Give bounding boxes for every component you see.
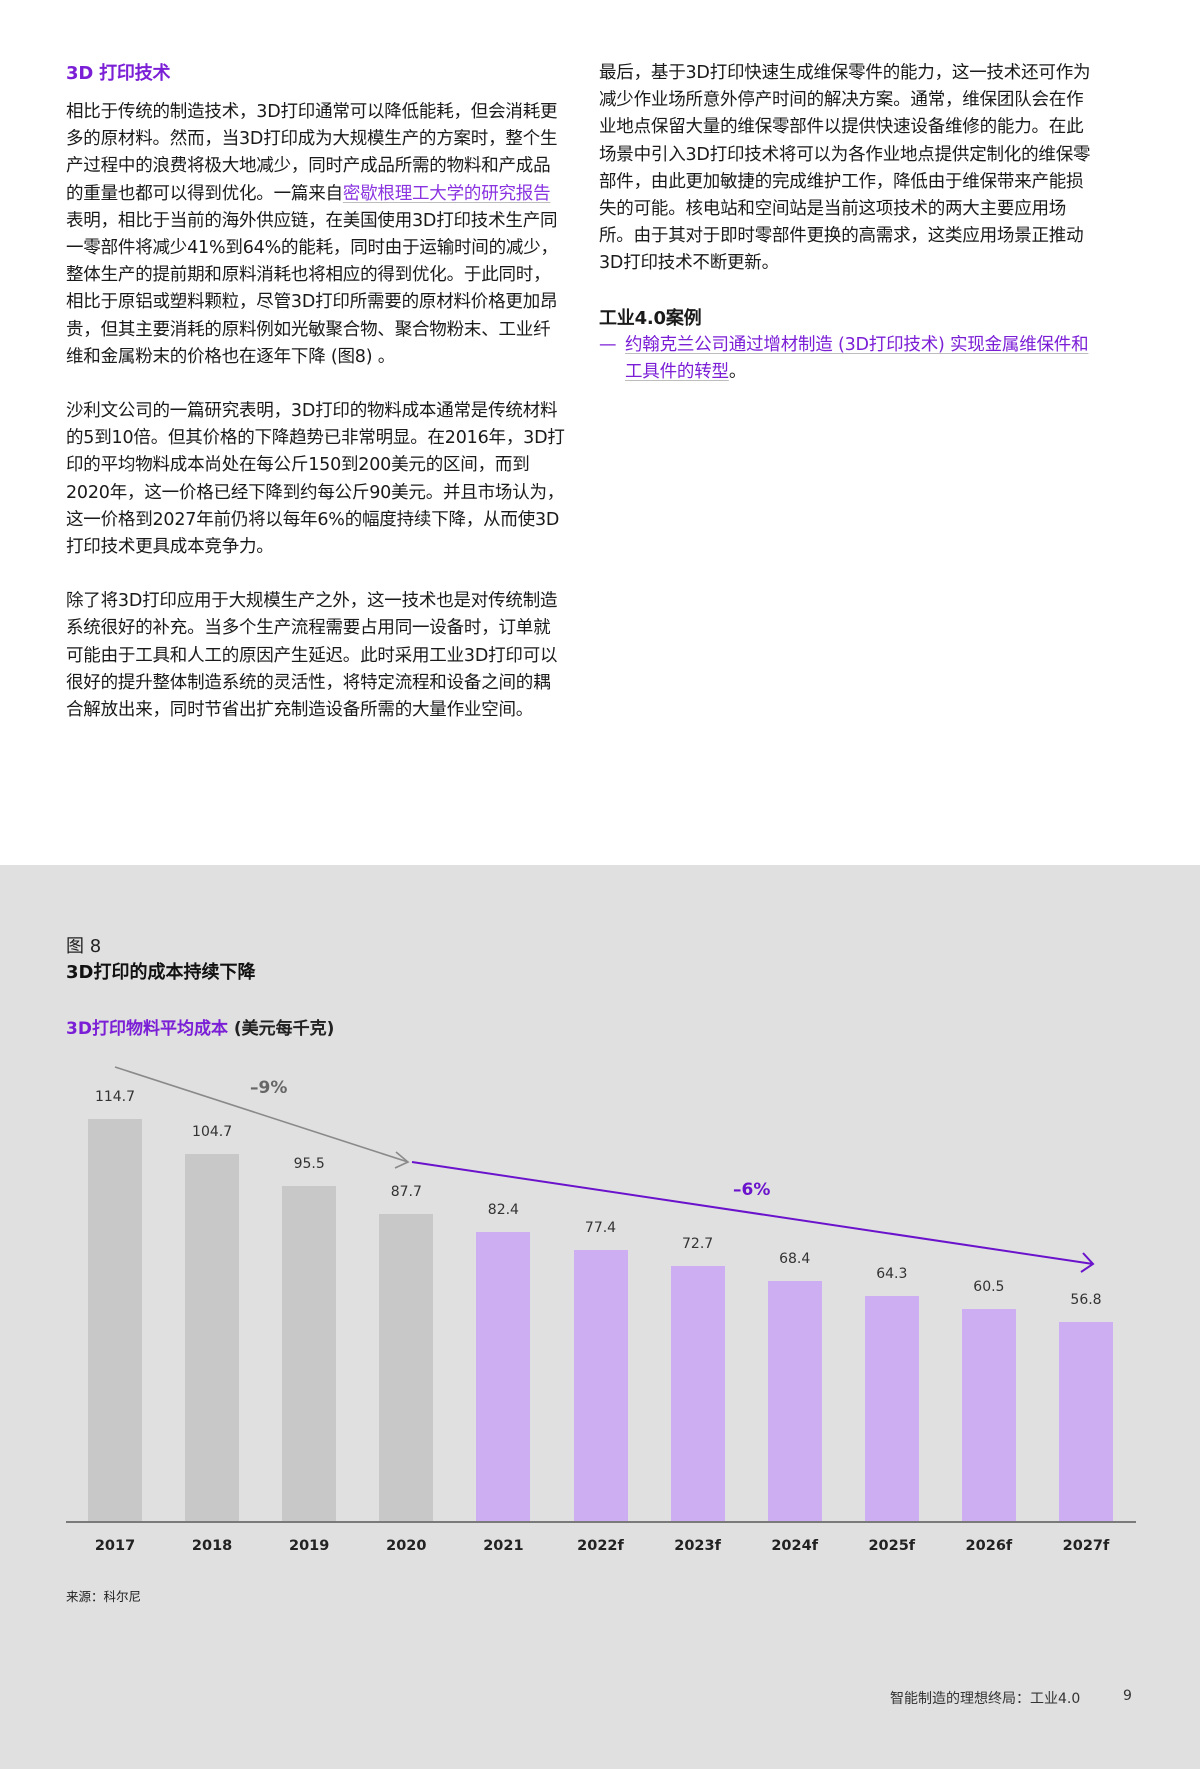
section-title: 3D 打印技术 (66, 63, 171, 84)
chart-subtitle: 3D打印物料平均成本 (美元每千克) (66, 1014, 334, 1039)
para1-text-b: 表明，相比于当前的海外供应链，在美国使用3D打印技术生产同一零部件将减少41%到… (66, 210, 558, 367)
right-column: 最后，基于3D打印快速生成维保零件的能力，这一技术还可作为减少作业场所意外停产时… (599, 60, 1099, 386)
paragraph-4: 最后，基于3D打印快速生成维保零件的能力，这一技术还可作为减少作业场所意外停产时… (599, 63, 1091, 274)
left-column: 3D 打印技术 相比于传统的制造技术，3D打印通常可以降低能耗，但会消耗更多的原… (66, 60, 566, 751)
paragraph-3: 除了将3D打印应用于大规模生产之外，这一技术也是对传统制造系统很好的补充。当多个… (66, 591, 558, 721)
footer-doc-title: 智能制造的理想终局：工业4.0 (890, 1691, 1081, 1707)
dash-bullet-icon: — (599, 334, 617, 355)
case-study-text: 约翰克兰公司通过增材制造 (3D打印技术) 实现金属维保件和工具件的转型。 (625, 332, 1099, 386)
case-study-period: 。 (728, 361, 747, 382)
john-crane-case-link[interactable]: 约翰克兰公司通过增材制造 (3D打印技术) 实现金属维保件和工具件的转型 (625, 334, 1089, 382)
page-number: 9 (1123, 1688, 1132, 1704)
para1-text-a: 相比于传统的制造技术，3D打印通常可以降低能耗，但会消耗更多的原材料。然而，当3… (66, 102, 558, 204)
paragraph-1: 相比于传统的制造技术，3D打印通常可以降低能耗，但会消耗更多的原材料。然而，当3… (66, 99, 566, 371)
figure-title: 3D打印的成本持续下降 (66, 962, 256, 983)
mtu-research-report-link[interactable]: 密歇根理工大学的研究报告 (342, 183, 551, 204)
chart-subtitle-unit: (美元每千克) (227, 1019, 335, 1039)
case-study-item: — 约翰克兰公司通过增材制造 (3D打印技术) 实现金属维保件和工具件的转型。 (599, 332, 1099, 386)
case-study-title: 工业4.0案例 (599, 307, 702, 329)
figure-panel (0, 865, 1200, 1769)
chart-source: 来源：科尔尼 (66, 1589, 142, 1604)
figure-label: 图 8 (66, 936, 102, 957)
chart-subtitle-main: 3D打印物料平均成本 (66, 1019, 228, 1039)
paragraph-2: 沙利文公司的一篇研究表明，3D打印的物料成本通常是传统材料的5到10倍。但其价格… (66, 401, 565, 558)
